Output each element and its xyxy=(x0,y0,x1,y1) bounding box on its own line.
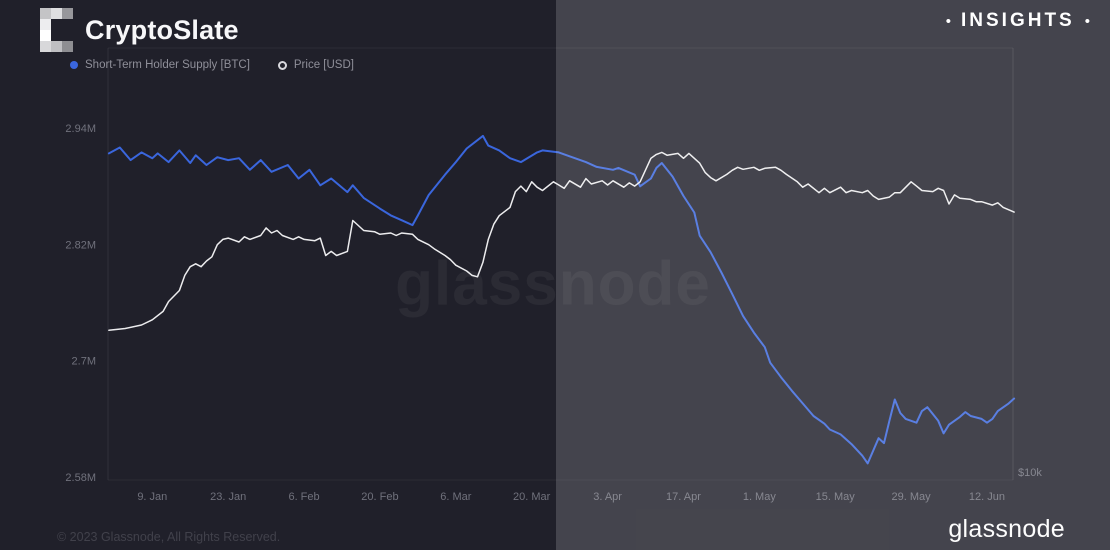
x-axis-tick-label: 12. Jun xyxy=(969,491,1005,503)
legend-marker-price-icon xyxy=(277,60,287,70)
price-axis-tick-label: $10k xyxy=(1018,467,1042,479)
legend-item-supply[interactable]: Short-Term Holder Supply [BTC] xyxy=(70,59,250,71)
x-axis-tick-label: 6. Mar xyxy=(440,491,472,503)
chart-legend: Short-Term Holder Supply [BTC] Price [US… xyxy=(70,59,354,71)
y-axis-tick-label: 2.7M xyxy=(72,356,96,368)
x-axis-tick-label: 20. Feb xyxy=(361,491,398,503)
price-line xyxy=(108,151,1015,332)
y-axis-tick-label: 2.82M xyxy=(65,239,96,251)
bullet-icon: • xyxy=(1084,12,1090,30)
glassnode-watermark: glassnode xyxy=(395,249,711,319)
x-axis-tick-label: 17. Apr xyxy=(666,491,701,503)
legend-label-price: Price [USD] xyxy=(293,59,354,71)
cryptoslate-logo-icon xyxy=(40,8,73,52)
x-axis-tick-label: 6. Feb xyxy=(288,491,319,503)
brand-title: CryptoSlate xyxy=(85,14,239,45)
insights-label: INSIGHTS xyxy=(961,10,1075,31)
supply-line xyxy=(107,134,1016,465)
brand-header: CryptoSlate xyxy=(40,8,239,52)
legend-label-supply: Short-Term Holder Supply [BTC] xyxy=(85,59,250,71)
y-axis-tick-label: 2.94M xyxy=(65,123,96,135)
glassnode-wordmark: glassnode xyxy=(948,515,1065,543)
x-axis-tick-label: 1. May xyxy=(743,491,777,503)
y-axis-tick-label: 2.58M xyxy=(65,472,96,484)
insights-badge: • INSIGHTS • xyxy=(946,10,1090,32)
copyright-text: © 2023 Glassnode, All Rights Reserved. xyxy=(57,530,281,544)
x-axis-tick-label: 3. Apr xyxy=(593,491,622,503)
x-axis-tick-label: 9. Jan xyxy=(137,491,167,503)
x-axis-tick-label: 15. May xyxy=(816,491,856,503)
legend-marker-supply-icon xyxy=(70,61,78,69)
x-axis-tick-label: 20. Mar xyxy=(513,491,551,503)
x-axis-tick-label: 29. May xyxy=(892,491,932,503)
x-axis-tick-label: 23. Jan xyxy=(210,491,246,503)
bullet-icon: • xyxy=(945,12,951,30)
legend-item-price[interactable]: Price [USD] xyxy=(277,59,354,71)
